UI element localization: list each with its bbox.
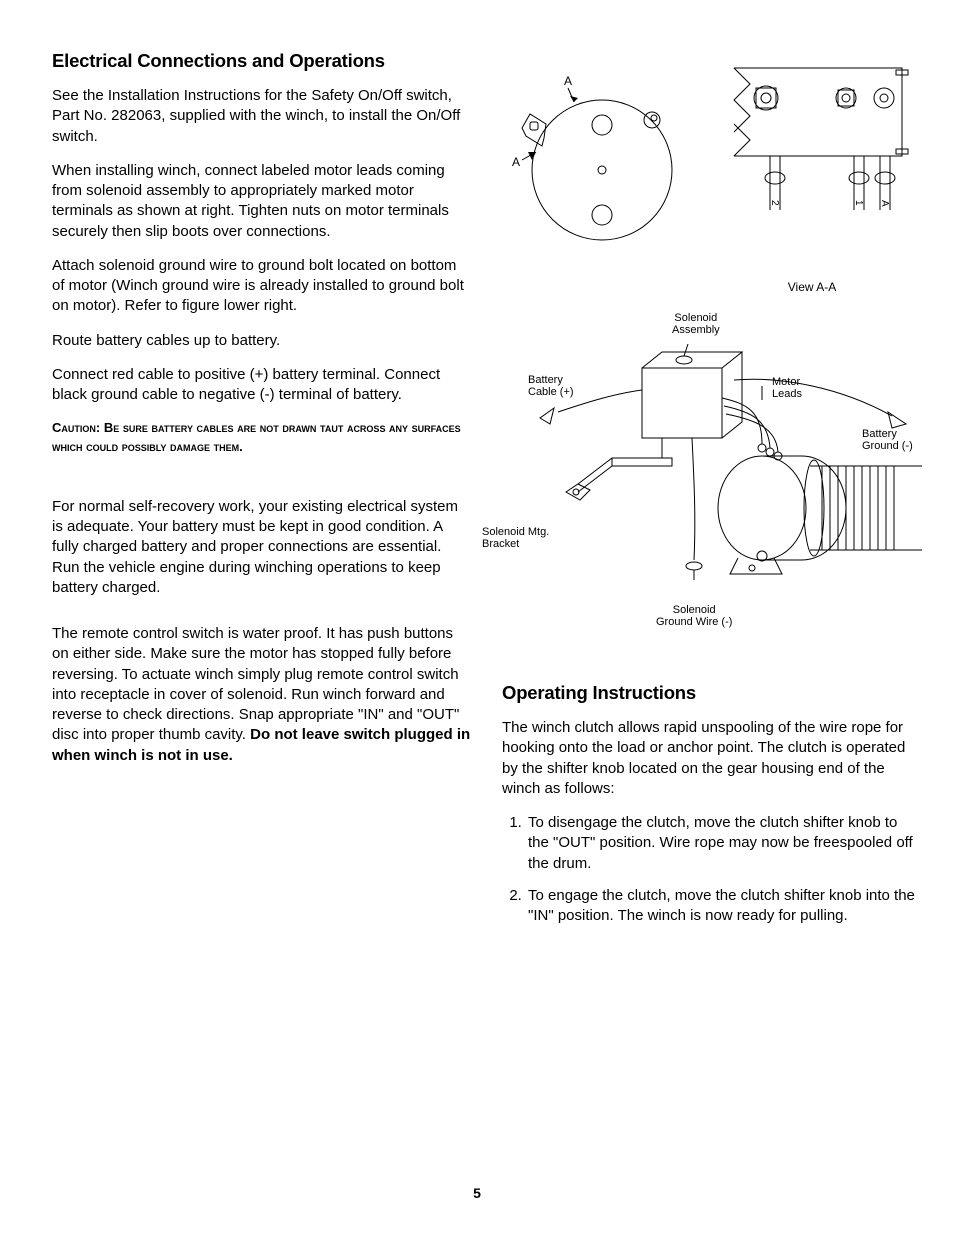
para-4: Route battery cables up to battery. bbox=[52, 331, 472, 351]
step-2: To engage the clutch, move the clutch sh… bbox=[526, 886, 922, 927]
spacer bbox=[52, 471, 472, 497]
figure-top-caption: View A-A bbox=[502, 280, 922, 294]
term-1: 1 bbox=[853, 200, 864, 206]
para-2: When installing winch, connect labeled m… bbox=[52, 161, 472, 242]
heading-operating: Operating Instructions bbox=[502, 682, 922, 704]
operating-steps: To disengage the clutch, move the clutch… bbox=[502, 813, 922, 926]
label-a-top: A bbox=[564, 74, 572, 88]
page-content: Electrical Connections and Operations Se… bbox=[52, 50, 902, 938]
right-column: A A bbox=[502, 50, 922, 938]
term-a: A bbox=[879, 200, 890, 207]
para-6: For normal self-recovery work, your exis… bbox=[52, 497, 472, 598]
heading-electrical: Electrical Connections and Operations bbox=[52, 50, 472, 72]
para-3: Attach solenoid ground wire to ground bo… bbox=[52, 256, 472, 317]
left-column: Electrical Connections and Operations Se… bbox=[52, 50, 472, 938]
operating-p1: The winch clutch allows rapid unspooling… bbox=[502, 718, 922, 799]
page-number: 5 bbox=[0, 1185, 954, 1201]
step-1: To disengage the clutch, move the clutch… bbox=[526, 813, 922, 874]
para-7: The remote control switch is water proof… bbox=[52, 624, 472, 766]
caution-text: Caution: Be sure battery cables are not … bbox=[52, 419, 472, 457]
spacer bbox=[52, 612, 472, 624]
para-1: See the Installation Instructions for th… bbox=[52, 86, 472, 147]
figure-bottom: SolenoidAssembly BatteryCable (+) MotorL… bbox=[462, 308, 922, 638]
term-2: 2 bbox=[769, 200, 780, 206]
figure-top: A A bbox=[502, 50, 922, 270]
para-5: Connect red cable to positive (+) batter… bbox=[52, 365, 472, 406]
label-a-left: A bbox=[512, 155, 520, 169]
